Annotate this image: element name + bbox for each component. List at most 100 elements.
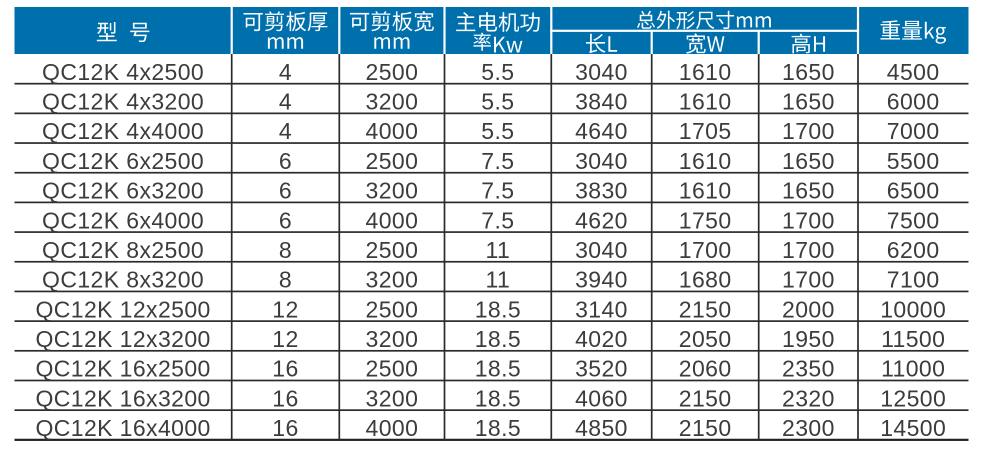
svg-text:3840: 3840 <box>575 89 628 115</box>
svg-text:10000: 10000 <box>880 296 946 322</box>
svg-text:2320: 2320 <box>782 385 835 411</box>
svg-text:16: 16 <box>272 356 298 382</box>
svg-text:1650: 1650 <box>782 59 835 85</box>
svg-text:QC12K 4x4000: QC12K 4x4000 <box>42 118 204 144</box>
svg-text:3200: 3200 <box>366 178 419 204</box>
svg-text:18.5: 18.5 <box>475 356 521 382</box>
svg-text:2150: 2150 <box>679 385 732 411</box>
svg-text:1750: 1750 <box>679 207 732 233</box>
svg-text:5500: 5500 <box>887 148 940 174</box>
svg-text:12: 12 <box>272 326 298 352</box>
svg-text:6: 6 <box>279 207 292 233</box>
svg-text:QC12K 12x3200: QC12K 12x3200 <box>35 326 210 352</box>
svg-text:QC12K 6x3200: QC12K 6x3200 <box>42 178 204 204</box>
svg-text:4640: 4640 <box>575 118 628 144</box>
svg-text:4000: 4000 <box>366 415 419 441</box>
svg-text:3940: 3940 <box>575 267 628 293</box>
svg-text:11000: 11000 <box>881 356 945 382</box>
svg-text:5.5: 5.5 <box>481 89 514 115</box>
svg-text:1700: 1700 <box>782 118 835 144</box>
svg-text:16: 16 <box>272 385 298 411</box>
svg-text:QC12K 8x3200: QC12K 8x3200 <box>42 267 204 293</box>
svg-text:7500: 7500 <box>887 207 940 233</box>
svg-text:3200: 3200 <box>366 326 419 352</box>
svg-text:18.5: 18.5 <box>475 296 521 322</box>
svg-text:8: 8 <box>279 237 292 263</box>
svg-text:18.5: 18.5 <box>475 385 521 411</box>
svg-text:4500: 4500 <box>887 59 940 85</box>
svg-text:QC12K 6x4000: QC12K 6x4000 <box>42 207 204 233</box>
svg-text:18.5: 18.5 <box>475 326 521 352</box>
svg-text:1650: 1650 <box>782 178 835 204</box>
svg-text:1610: 1610 <box>679 89 732 115</box>
svg-text:4850: 4850 <box>575 415 628 441</box>
svg-text:4: 4 <box>279 118 292 144</box>
svg-text:16: 16 <box>272 415 298 441</box>
svg-text:14500: 14500 <box>880 415 946 441</box>
svg-text:1610: 1610 <box>679 148 732 174</box>
svg-text:7.5: 7.5 <box>481 207 514 233</box>
svg-text:4: 4 <box>279 89 292 115</box>
svg-text:1650: 1650 <box>782 148 835 174</box>
svg-text:2500: 2500 <box>366 237 419 263</box>
svg-text:18.5: 18.5 <box>475 415 521 441</box>
svg-text:2000: 2000 <box>782 296 835 322</box>
svg-text:2500: 2500 <box>366 59 419 85</box>
svg-text:2050: 2050 <box>679 326 732 352</box>
svg-text:3140: 3140 <box>575 296 628 322</box>
svg-text:3200: 3200 <box>366 267 419 293</box>
svg-text:3040: 3040 <box>575 148 628 174</box>
svg-text:4000: 4000 <box>366 118 419 144</box>
svg-text:1610: 1610 <box>679 59 732 85</box>
svg-text:QC12K 8x2500: QC12K 8x2500 <box>42 237 204 263</box>
svg-text:2060: 2060 <box>679 356 732 382</box>
svg-text:QC12K 6x2500: QC12K 6x2500 <box>42 148 204 174</box>
svg-text:6500: 6500 <box>887 178 940 204</box>
svg-text:6000: 6000 <box>887 89 940 115</box>
svg-text:2150: 2150 <box>679 415 732 441</box>
svg-text:5.5: 5.5 <box>481 59 514 85</box>
svg-text:12500: 12500 <box>880 385 946 411</box>
svg-text:7000: 7000 <box>887 118 940 144</box>
svg-text:5.5: 5.5 <box>481 118 514 144</box>
svg-text:4620: 4620 <box>575 207 628 233</box>
svg-text:11500: 11500 <box>881 326 945 352</box>
svg-text:QC12K 4x3200: QC12K 4x3200 <box>42 89 204 115</box>
svg-text:4000: 4000 <box>366 207 419 233</box>
svg-text:3040: 3040 <box>575 237 628 263</box>
svg-text:1700: 1700 <box>782 267 835 293</box>
svg-text:1650: 1650 <box>782 89 835 115</box>
svg-text:2500: 2500 <box>366 296 419 322</box>
svg-text:1700: 1700 <box>679 237 732 263</box>
svg-text:6: 6 <box>279 178 292 204</box>
svg-text:3830: 3830 <box>575 178 628 204</box>
svg-text:3200: 3200 <box>366 385 419 411</box>
svg-text:4020: 4020 <box>575 326 628 352</box>
svg-text:QC12K 16x2500: QC12K 16x2500 <box>35 356 210 382</box>
svg-text:1610: 1610 <box>679 178 732 204</box>
svg-text:8: 8 <box>279 267 292 293</box>
svg-text:2500: 2500 <box>366 148 419 174</box>
svg-text:3200: 3200 <box>366 89 419 115</box>
svg-text:6200: 6200 <box>887 237 940 263</box>
svg-text:1705: 1705 <box>679 118 732 144</box>
svg-text:7.5: 7.5 <box>481 148 514 174</box>
svg-text:2150: 2150 <box>679 296 732 322</box>
svg-text:2350: 2350 <box>782 356 835 382</box>
svg-text:QC12K 12x2500: QC12K 12x2500 <box>35 296 210 322</box>
svg-text:12: 12 <box>272 296 298 322</box>
svg-text:QC12K 16x3200: QC12K 16x3200 <box>35 385 210 411</box>
svg-text:1700: 1700 <box>782 237 835 263</box>
svg-text:4: 4 <box>279 59 292 85</box>
svg-text:2500: 2500 <box>366 356 419 382</box>
svg-text:3520: 3520 <box>575 356 628 382</box>
svg-text:QC12K 16x4000: QC12K 16x4000 <box>35 415 210 441</box>
svg-text:11: 11 <box>486 267 511 293</box>
svg-text:6: 6 <box>279 148 292 174</box>
svg-text:11: 11 <box>486 237 511 263</box>
svg-text:7.5: 7.5 <box>481 178 514 204</box>
svg-text:2300: 2300 <box>782 415 835 441</box>
svg-text:4060: 4060 <box>575 385 628 411</box>
svg-text:1680: 1680 <box>679 267 732 293</box>
svg-text:QC12K 4x2500: QC12K 4x2500 <box>42 59 204 85</box>
